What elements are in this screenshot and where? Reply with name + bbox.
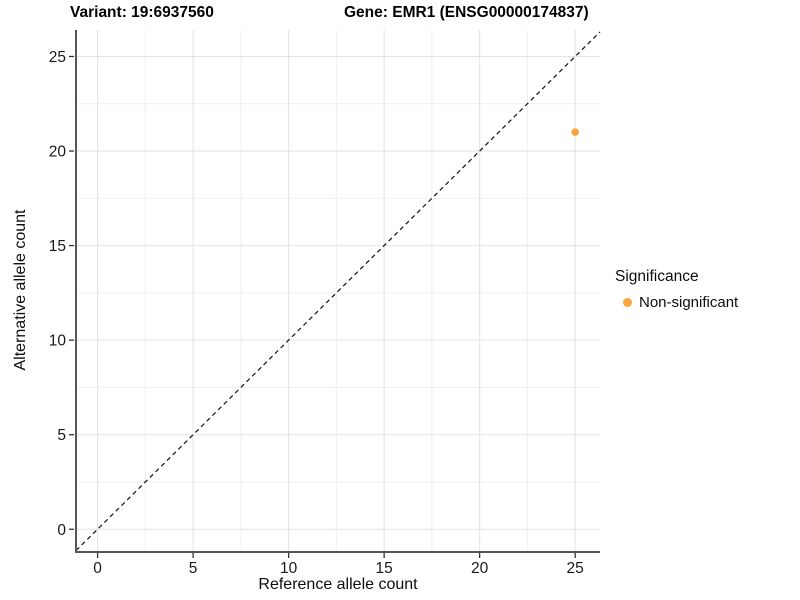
x-axis-title: Reference allele count (258, 576, 418, 593)
x-tick-label: 15 (376, 560, 393, 577)
y-tick-label: 20 (49, 144, 67, 161)
legend-item-label: Non-significant (639, 293, 739, 311)
identity-reference-line (75, 31, 601, 552)
y-tick-label: 15 (49, 238, 66, 255)
x-tick-label: 5 (189, 560, 198, 577)
y-tick-label: 25 (49, 49, 66, 66)
data-point (571, 128, 579, 136)
legend-items: Non-significant (615, 292, 738, 312)
y-axis-title: Alternative allele count (12, 209, 29, 371)
legend-point-swatch-icon (623, 297, 632, 307)
x-tick-label: 20 (471, 560, 489, 577)
legend-item: Non-significant (615, 292, 738, 312)
x-tick-label: 0 (93, 560, 102, 577)
y-tick-label: 0 (57, 522, 66, 539)
y-tick-label: 5 (57, 427, 66, 444)
legend-title: Significance (615, 268, 699, 285)
y-tick-label: 10 (49, 333, 67, 350)
x-tick-label: 10 (280, 560, 298, 577)
variant-title: Variant: 19:6937560 (70, 4, 214, 21)
gene-title: Gene: EMR1 (ENSG00000174837) (344, 4, 589, 21)
legend: Significance Non-significant (615, 268, 738, 312)
x-tick-label: 25 (567, 560, 584, 577)
